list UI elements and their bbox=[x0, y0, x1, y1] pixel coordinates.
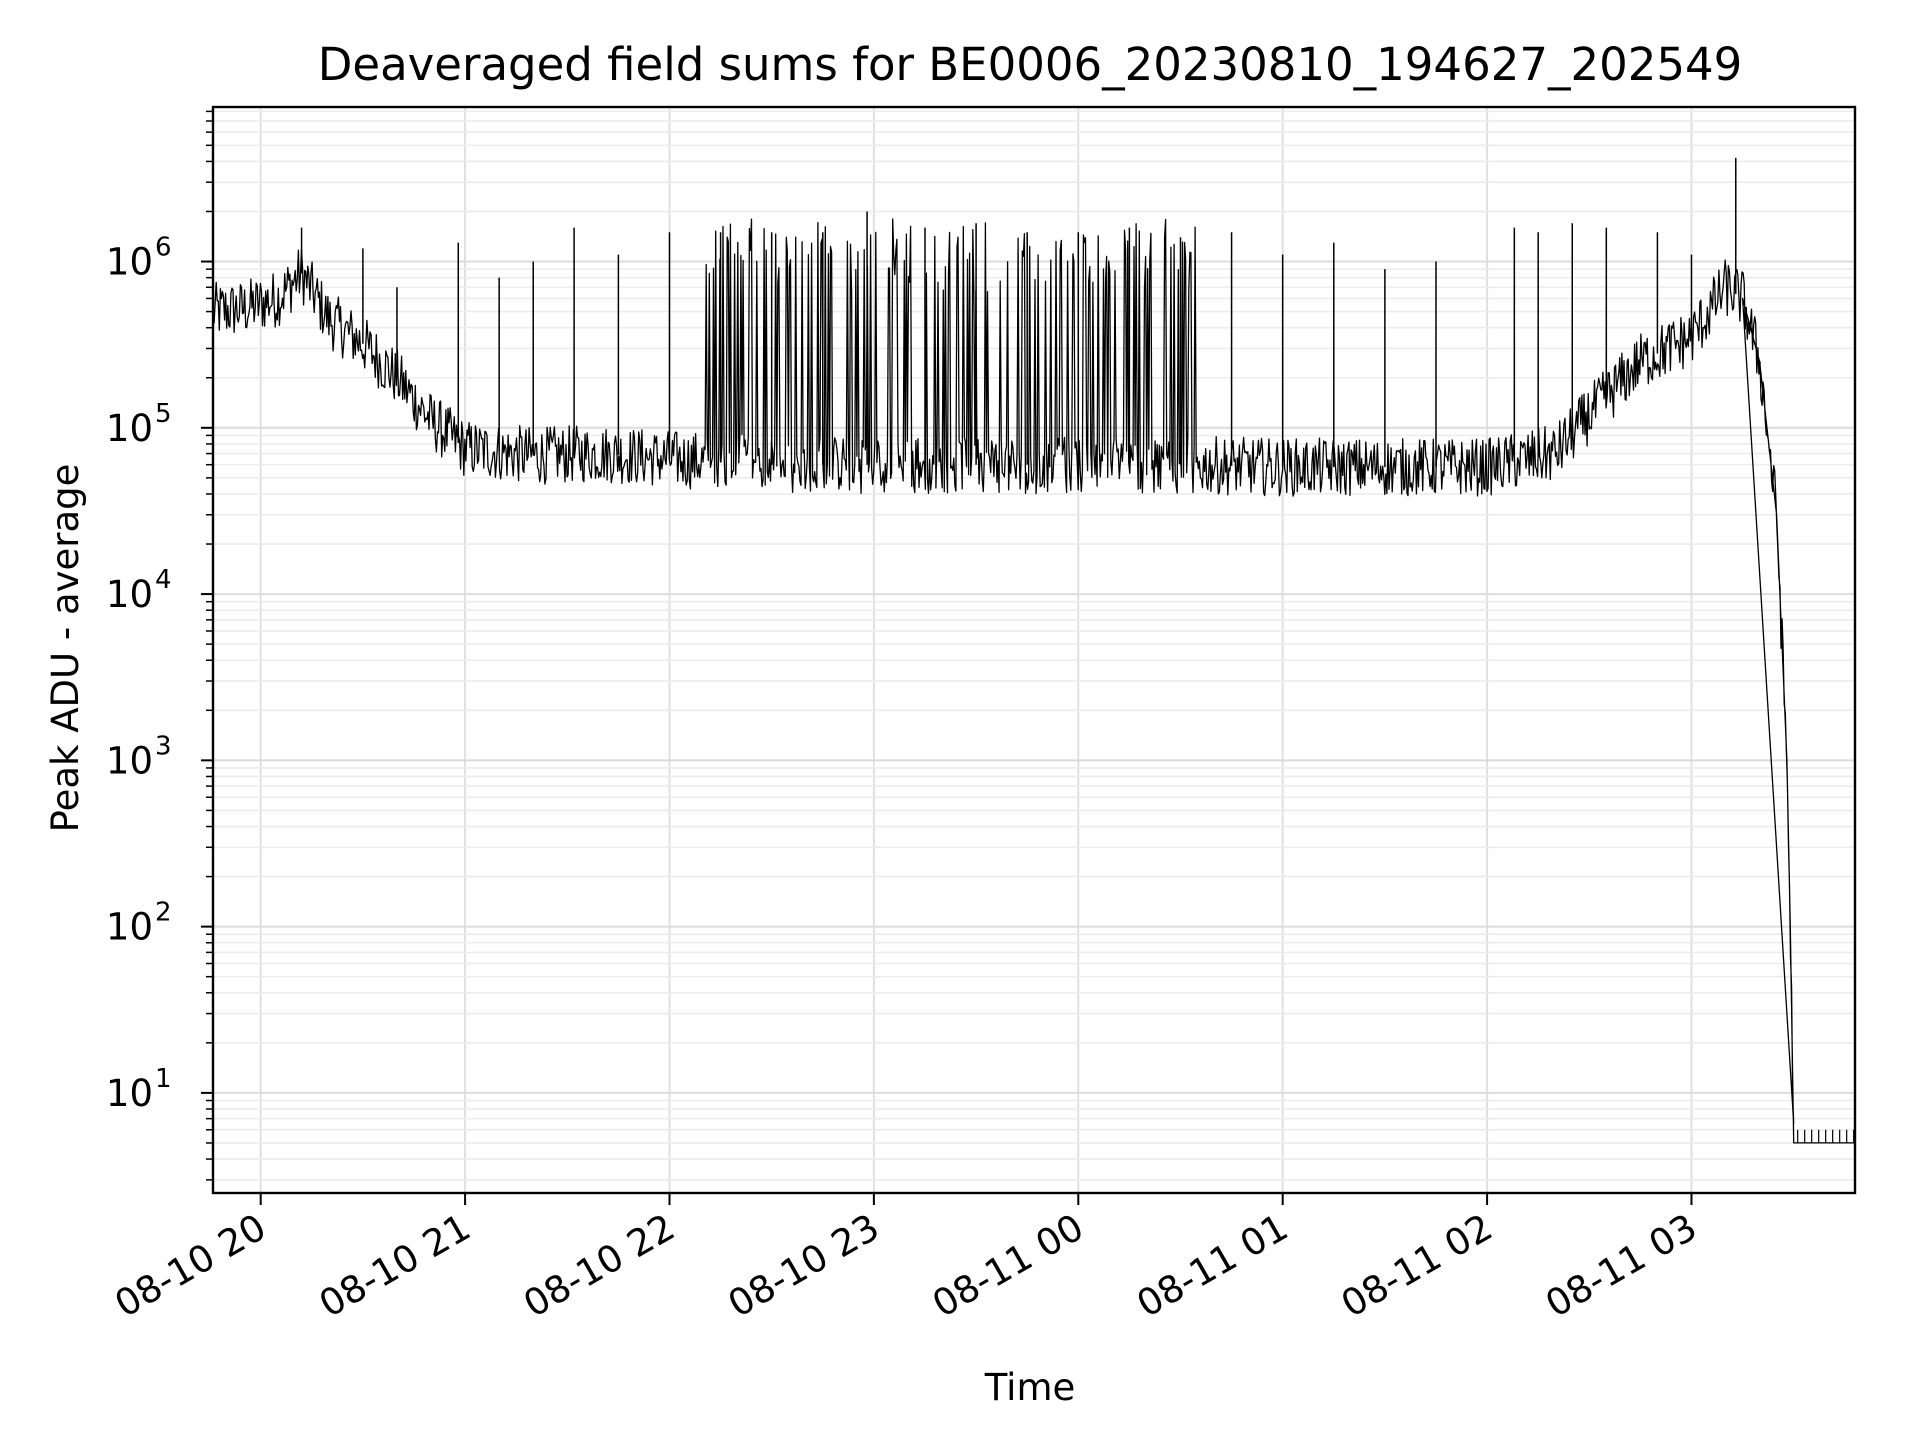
y-tick-exponent: 4 bbox=[155, 565, 172, 595]
y-tick-exponent: 5 bbox=[155, 399, 172, 429]
x-tick-label: 08-11 01 bbox=[1130, 1206, 1296, 1326]
y-tick-label: 10 bbox=[106, 573, 153, 616]
x-axis-label: Time bbox=[984, 1366, 1076, 1409]
y-tick-exponent: 1 bbox=[155, 1064, 172, 1094]
y-tick-label: 10 bbox=[106, 906, 153, 949]
series-layer bbox=[212, 157, 1855, 1144]
plot-frame bbox=[211, 105, 1857, 1195]
y-tick-label: 10 bbox=[106, 407, 153, 450]
x-tick-label: 08-10 21 bbox=[312, 1206, 478, 1326]
y-tick-exponent: 3 bbox=[155, 731, 172, 761]
x-tick-label: 08-10 20 bbox=[108, 1206, 274, 1326]
y-tick-label: 10 bbox=[106, 739, 153, 782]
x-tick-label: 08-10 22 bbox=[516, 1206, 682, 1326]
y-axis-label: Peak ADU - average bbox=[44, 464, 87, 833]
y-tick-label: 10 bbox=[106, 241, 153, 284]
grid bbox=[213, 107, 1855, 1193]
y-tick-label: 10 bbox=[106, 1072, 153, 1115]
x-tick-label: 08-10 23 bbox=[721, 1206, 887, 1326]
x-tick-label: 08-11 03 bbox=[1538, 1206, 1704, 1326]
x-tick-label: 08-11 00 bbox=[925, 1206, 1091, 1326]
data-line bbox=[212, 218, 1855, 1144]
chart-title: Deaveraged field sums for BE0006_2023081… bbox=[318, 38, 1743, 91]
y-tick-exponent: 6 bbox=[155, 233, 172, 263]
y-tick-exponent: 2 bbox=[155, 898, 172, 928]
x-tick-label: 08-11 02 bbox=[1334, 1206, 1500, 1326]
